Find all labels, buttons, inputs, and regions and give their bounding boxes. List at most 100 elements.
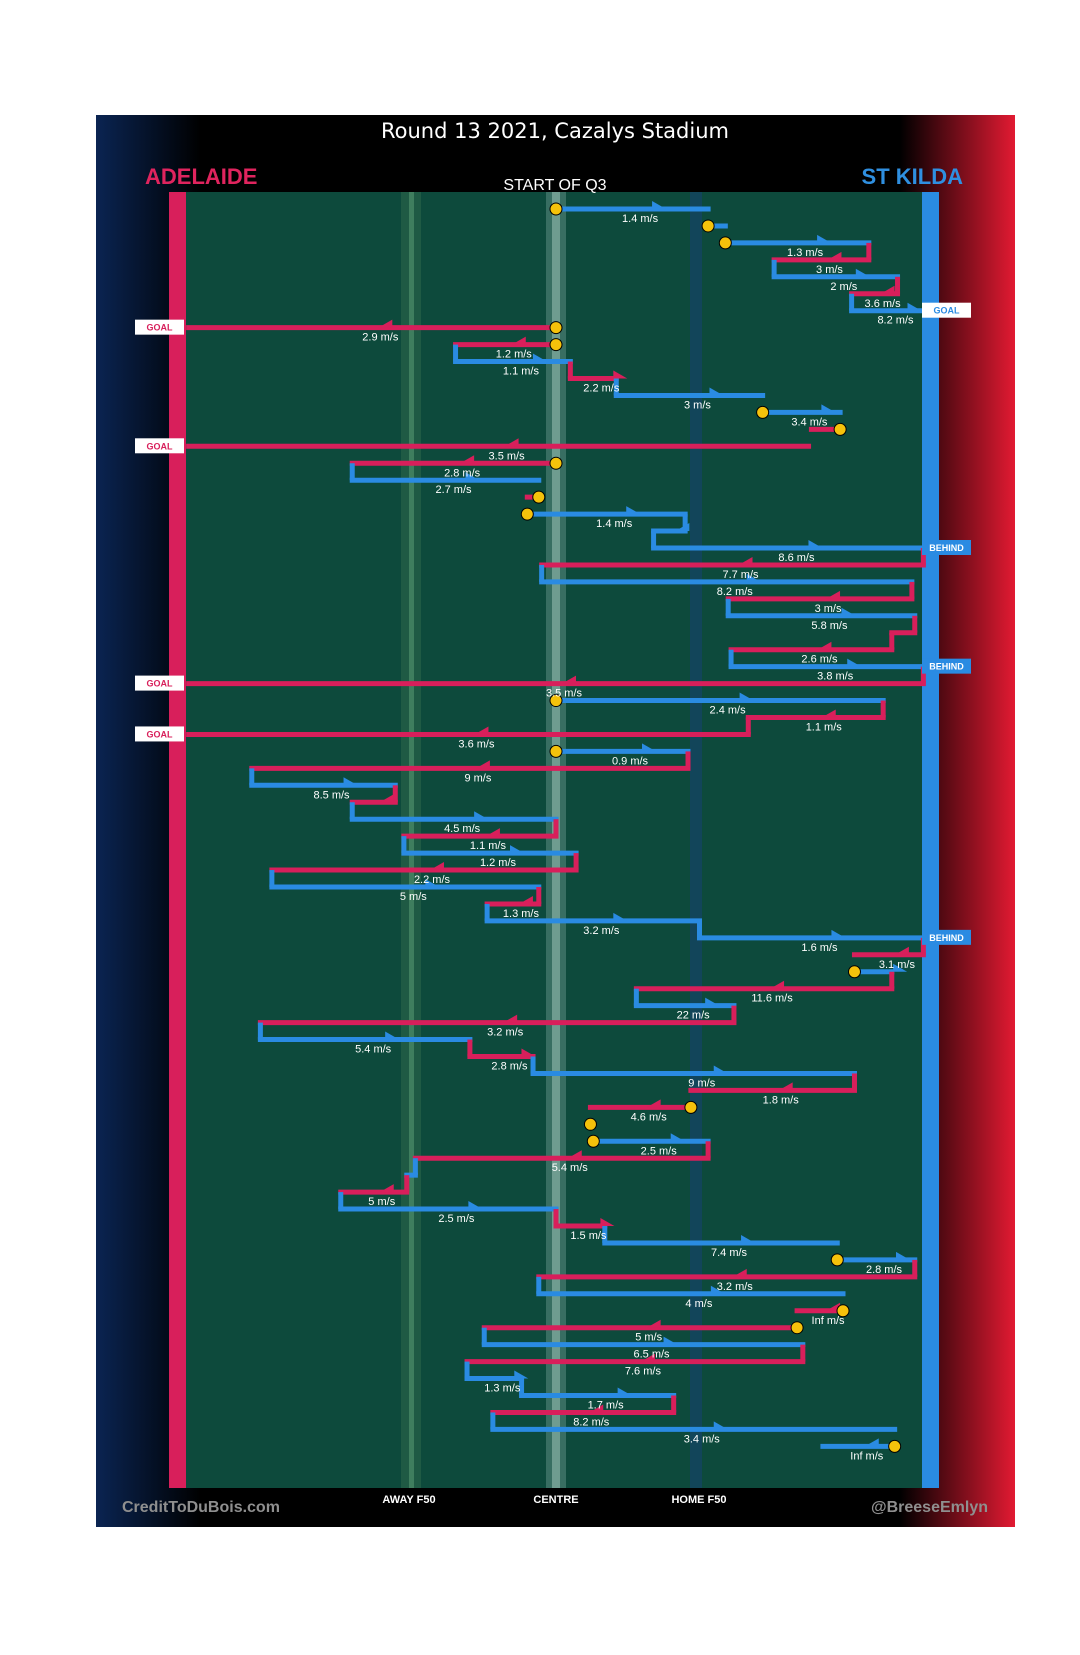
arrow-11 xyxy=(709,387,724,396)
speed-label-58: 5 m/s xyxy=(368,1196,395,1208)
speed-label-43: 1.6 m/s xyxy=(801,942,838,954)
arrow-49 xyxy=(385,1031,400,1040)
score-event-label-7: BEHIND xyxy=(929,933,964,943)
arrow-51 xyxy=(713,1065,728,1074)
score-event-label-1: GOAL xyxy=(147,323,174,333)
arrow-73 xyxy=(864,1438,879,1447)
speed-label-21: 7.7 m/s xyxy=(722,569,759,581)
possession-marker-18 xyxy=(520,507,534,521)
arrow-45 xyxy=(893,963,908,972)
speed-label-8: 1.2 m/s xyxy=(496,349,533,361)
arrow-21 xyxy=(738,556,753,565)
score-event-4: BEHIND xyxy=(922,658,971,674)
score-events: GOAL GOAL GOAL BEHIND BEHIND GOAL GOAL BEHIND xyxy=(135,302,971,945)
arrow-61 xyxy=(741,1234,756,1243)
speed-label-28: 3.5 m/s xyxy=(546,688,583,700)
possession-marker-7 xyxy=(549,321,563,335)
away-f50-line xyxy=(409,192,414,1488)
arrow-46 xyxy=(770,980,785,989)
speed-label-68: 7.6 m/s xyxy=(625,1366,662,1378)
possession-marker-32 xyxy=(549,744,563,758)
possession-marker-2 xyxy=(718,236,732,250)
speed-label-31: 3.6 m/s xyxy=(458,738,495,750)
speed-label-63: 3.2 m/s xyxy=(717,1281,754,1293)
arrow-63 xyxy=(732,1268,747,1277)
possession-marker-29 xyxy=(549,694,563,708)
speed-label-66: 5 m/s xyxy=(635,1332,662,1344)
arrow-69 xyxy=(514,1370,529,1379)
speed-label-42: 3.2 m/s xyxy=(583,925,620,937)
score-event-2: GOAL xyxy=(135,438,184,454)
speed-label-44: 3.1 m/s xyxy=(879,959,916,971)
speed-label-33: 9 m/s xyxy=(464,772,491,784)
possession-marker-17 xyxy=(532,490,546,504)
arrow-31 xyxy=(474,726,489,735)
arrow-20 xyxy=(808,540,823,548)
arrow-70 xyxy=(617,1387,632,1396)
team-adelaide: ADELAIDE xyxy=(145,164,257,189)
arrow-34 xyxy=(343,777,358,786)
speed-label-41: 1.3 m/s xyxy=(503,908,540,920)
possession-marker-55 xyxy=(586,1134,600,1148)
score-event-label-0: GOAL xyxy=(934,306,961,316)
score-event-label-4: BEHIND xyxy=(929,662,964,672)
speed-label-39: 2.2 m/s xyxy=(414,874,451,886)
arrow-12 xyxy=(821,404,836,413)
score-event-7: BEHIND xyxy=(922,929,971,945)
score-event-5: GOAL xyxy=(135,675,184,691)
arrow-2 xyxy=(817,234,832,243)
speed-label-53: 4.6 m/s xyxy=(631,1111,668,1123)
score-event-1: GOAL xyxy=(135,319,184,335)
speed-label-59: 2.5 m/s xyxy=(438,1213,475,1225)
possession-marker-1 xyxy=(701,219,715,233)
speed-label-70: 1.7 m/s xyxy=(588,1400,625,1412)
arrow-50 xyxy=(521,1048,536,1057)
score-event-label-6: GOAL xyxy=(147,729,174,739)
arrow-6 xyxy=(907,302,922,311)
speed-label-67: 6.5 m/s xyxy=(633,1349,670,1361)
speed-label-6: 8.2 m/s xyxy=(877,315,914,327)
speed-label-12: 3.4 m/s xyxy=(791,416,828,428)
arrow-56 xyxy=(567,1150,582,1159)
arrow-40 xyxy=(425,879,440,887)
speed-label-47: 22 m/s xyxy=(677,1010,711,1022)
arrow-10 xyxy=(613,370,628,379)
speed-label-24: 5.8 m/s xyxy=(811,620,848,632)
arrow-33 xyxy=(475,760,490,769)
speed-label-38: 1.2 m/s xyxy=(480,857,517,869)
arrow-62 xyxy=(896,1251,911,1260)
speed-label-4: 2 m/s xyxy=(830,281,857,293)
speed-label-40: 5 m/s xyxy=(400,891,427,903)
speed-label-64: 4 m/s xyxy=(685,1298,712,1310)
arrow-65 xyxy=(826,1302,841,1311)
arrow-55 xyxy=(670,1133,685,1142)
possession-marker-66 xyxy=(790,1321,804,1335)
speed-label-65: Inf m/s xyxy=(812,1315,846,1327)
arrow-48 xyxy=(503,1014,518,1023)
arrow-16 xyxy=(465,472,480,481)
arrow-53 xyxy=(646,1099,661,1108)
speed-label-72: 3.4 m/s xyxy=(684,1433,721,1445)
arrow-37 xyxy=(485,828,500,837)
adelaide-goal-line xyxy=(169,192,186,1488)
arrow-19 xyxy=(675,523,690,532)
score-event-label-2: GOAL xyxy=(147,441,174,451)
team-stkilda: ST KILDA xyxy=(862,164,964,189)
period-label: START OF Q3 xyxy=(503,177,606,194)
arrow-58 xyxy=(379,1184,394,1193)
credit-left: CreditToDuBois.com xyxy=(122,1499,280,1516)
arrow-64 xyxy=(710,1285,725,1294)
arrow-4 xyxy=(855,268,870,277)
arrow-22 xyxy=(746,573,761,582)
speed-label-23: 3 m/s xyxy=(815,603,842,615)
arrow-39 xyxy=(429,862,444,871)
arrow-0 xyxy=(652,201,667,209)
tick-centre: CENTRE xyxy=(533,1494,578,1506)
arrow-24 xyxy=(841,607,856,616)
arrow-66 xyxy=(646,1319,661,1328)
possession-marker-8 xyxy=(549,338,563,352)
speed-label-5: 3.6 m/s xyxy=(865,298,902,310)
arrow-60 xyxy=(600,1218,615,1226)
chart-title: Round 13 2021, Cazalys Stadium xyxy=(381,119,729,143)
score-event-3: BEHIND xyxy=(922,540,971,555)
